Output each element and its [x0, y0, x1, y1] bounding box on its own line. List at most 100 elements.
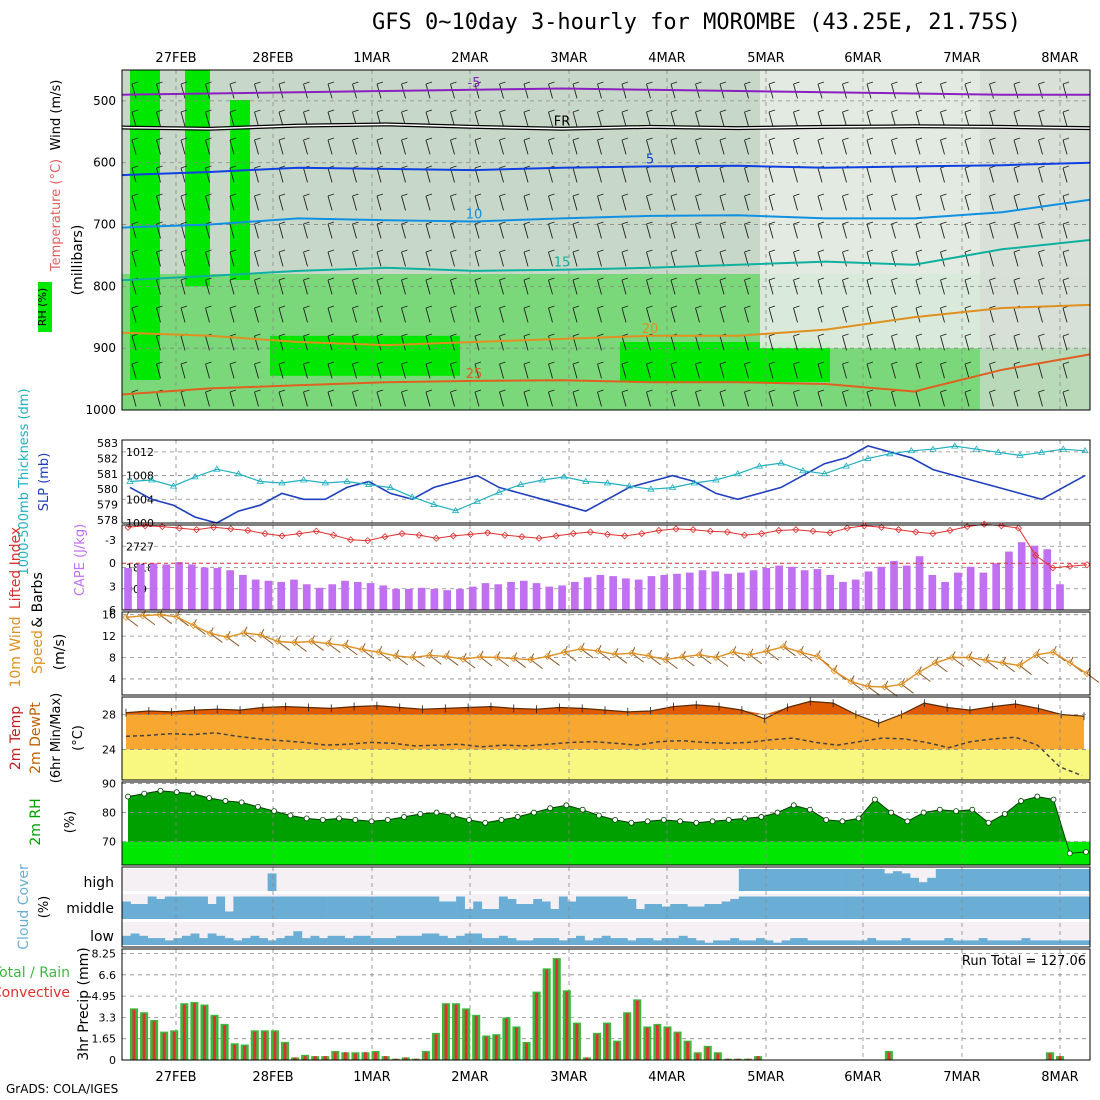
- bottom-date-label: 4MAR: [648, 1070, 685, 1085]
- upper-wind-barb: [180, 167, 186, 183]
- cape-bar: [162, 564, 171, 610]
- cloud-high-bar: [1064, 869, 1074, 891]
- upper-wind-barb: [597, 81, 604, 85]
- upper-wind-barb: [303, 139, 308, 155]
- upper-wind-barb: [768, 167, 774, 183]
- surface-wind-barb: [698, 648, 703, 656]
- upper-wind-barb: [793, 279, 798, 295]
- upper-wind-barb: [793, 251, 798, 267]
- rh2-point: [482, 819, 489, 826]
- precip-convective-bar: [515, 1027, 518, 1060]
- upper-wind-barb: [695, 139, 700, 155]
- cape-bar: [762, 567, 771, 610]
- upper-wind-barb: [156, 249, 163, 253]
- wind-speed-point: [577, 645, 585, 653]
- cloud-middle-bar: [259, 896, 268, 919]
- surface-wind-barb: [260, 628, 265, 636]
- upper-wind-barb: [450, 195, 455, 211]
- upper-wind-barb: [842, 249, 849, 253]
- upper-wind-barb: [719, 111, 725, 127]
- rh2-point: [547, 805, 554, 812]
- upper-wind-barb: [719, 137, 727, 141]
- upper-wind-barb: [131, 193, 139, 197]
- wind-speed-point: [763, 647, 771, 655]
- cloud-high-bar: [987, 869, 997, 891]
- upper-wind-barb: [1062, 193, 1070, 197]
- cloud-high-bar: [798, 869, 808, 891]
- upper-wind-barb: [1038, 277, 1045, 281]
- upper-wind-barb: [401, 167, 406, 183]
- upper-wind-barb: [768, 109, 776, 113]
- upper-wind-barb: [474, 223, 480, 239]
- upper-wind-barb: [376, 363, 382, 379]
- upper-wind-barb: [719, 221, 727, 225]
- cloud-middle-bar: [610, 896, 620, 919]
- upper-wind-barb: [793, 363, 798, 379]
- upper-wind-barb: [450, 83, 455, 99]
- upper-wind-barb: [768, 335, 774, 351]
- wind-speed-point: [291, 638, 299, 647]
- upper-wind-barb: [474, 389, 482, 393]
- surface-wind-barb: [766, 644, 771, 652]
- surface-wind-barb: [327, 637, 332, 644]
- cloud-middle-bar: [1012, 896, 1022, 919]
- upper-wind-barb: [523, 249, 531, 253]
- thickness-point: [994, 448, 1002, 455]
- cloud-middle-bar: [550, 909, 560, 919]
- cloud-high-bar: [850, 869, 860, 891]
- upper-wind-barb: [866, 167, 872, 183]
- rh2-point: [807, 806, 813, 813]
- cloud-middle-bar: [892, 896, 902, 919]
- upper-wind-barb: [131, 279, 137, 295]
- upper-wind-barb: [229, 335, 235, 351]
- thickness-point: [278, 479, 286, 486]
- precip-tick-label: 4.95: [92, 990, 117, 1003]
- upper-wind-barb: [621, 137, 629, 141]
- upper-wind-barb: [523, 195, 529, 211]
- pressure-tick-label: 900: [93, 341, 116, 355]
- bottom-date-label: 7MAR: [943, 1070, 980, 1085]
- date-axes: 27FEB27FEB28FEB28FEB1MAR1MAR2MAR2MAR3MAR…: [155, 51, 1078, 1085]
- upper-wind-barb: [842, 223, 847, 239]
- precip-convective-bar: [323, 1056, 327, 1060]
- upper-wind-barb: [842, 139, 847, 155]
- cape-bar: [1043, 549, 1052, 610]
- precip-convective-bar: [444, 1004, 448, 1060]
- thickness-point: [603, 479, 612, 486]
- precip-tick-label: 8.25: [92, 948, 117, 961]
- upper-wind-barb: [499, 83, 504, 99]
- cloud-middle-bar: [738, 896, 748, 919]
- upper-wind-barb: [940, 333, 947, 337]
- upper-wind-barb: [646, 249, 653, 253]
- upper-wind-barb: [817, 389, 825, 393]
- upper-wind-barb: [842, 83, 847, 99]
- rh2-point: [336, 815, 342, 822]
- surface-wind-barb: [563, 645, 568, 653]
- upper-wind-barb: [180, 279, 186, 295]
- upper-wind-barb: [205, 279, 210, 295]
- upper-wind-barb: [719, 391, 725, 407]
- upper-wind-barb: [646, 277, 653, 281]
- cloud-high-bar: [764, 869, 774, 891]
- upper-wind-barb: [474, 335, 480, 351]
- upper-wind-barb: [548, 249, 555, 253]
- rh2-point: [368, 818, 375, 825]
- precip-convective-bar: [605, 1023, 609, 1060]
- upper-wind-barb: [352, 307, 357, 323]
- upper-wind-barb: [548, 81, 555, 85]
- cloud-low-bar: [301, 938, 311, 945]
- page-title: GFS 0~10day 3-hourly for MOROMBE (43.25E…: [372, 10, 1022, 35]
- upper-wind-barb: [327, 223, 333, 239]
- upper-wind-barb: [156, 81, 163, 85]
- lifted-index-point: [466, 530, 475, 538]
- cape-bar: [200, 567, 209, 610]
- upper-wind-barb: [621, 279, 627, 295]
- upper-wind-barb: [1038, 109, 1045, 113]
- upper-wind-barb: [327, 251, 333, 267]
- top-date-label: 7MAR: [943, 51, 980, 66]
- upper-wind-barb: [817, 277, 825, 281]
- upper-wind-barb: [646, 139, 651, 155]
- upper-wind-barb: [548, 279, 553, 295]
- cloud-high-bar: [944, 869, 954, 891]
